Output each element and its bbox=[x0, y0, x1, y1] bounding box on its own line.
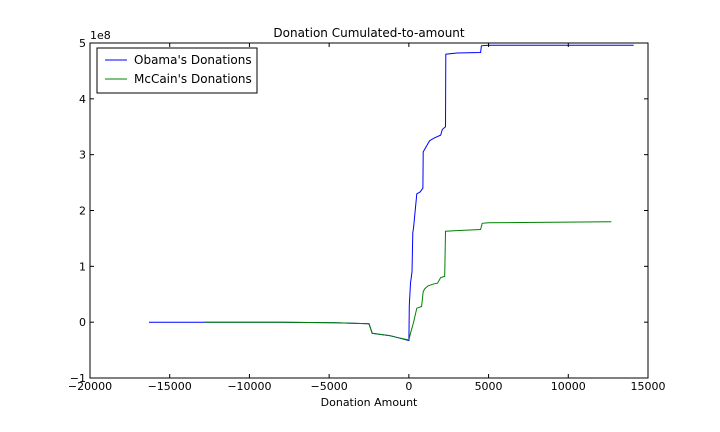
x-tick-label: 0 bbox=[405, 380, 412, 393]
chart-title: Donation Cumulated-to-amount bbox=[273, 26, 465, 40]
x-tick-label: 15000 bbox=[631, 380, 666, 393]
y-tick-label: 5 bbox=[79, 37, 86, 50]
x-tick-label: 10000 bbox=[551, 380, 586, 393]
legend-label-1: McCain's Donations bbox=[134, 72, 252, 86]
y-tick-label: 3 bbox=[79, 149, 86, 162]
x-tick-label: −15000 bbox=[148, 380, 192, 393]
x-tick-label: −10000 bbox=[227, 380, 271, 393]
legend: Obama's Donations McCain's Donations bbox=[96, 47, 258, 94]
series-layer bbox=[149, 44, 634, 342]
y-tick-label: −1 bbox=[70, 372, 86, 385]
series-line-1 bbox=[204, 221, 612, 341]
y-tick-label: 0 bbox=[79, 316, 86, 329]
x-axis-label: Donation Amount bbox=[321, 396, 418, 409]
legend-label-0: Obama's Donations bbox=[134, 53, 252, 67]
y-tick-label: 1 bbox=[79, 260, 86, 273]
y-tick-label: 2 bbox=[79, 205, 86, 218]
x-tick-label: 5000 bbox=[475, 380, 503, 393]
y-scale-label: 1e8 bbox=[90, 29, 111, 42]
ticks-layer: −20000 −15000 −10000 −5000 0 5000 10000 15000 −1… bbox=[68, 37, 666, 393]
x-tick-label: −5000 bbox=[311, 380, 348, 393]
x-tick-label: −20000 bbox=[68, 380, 112, 393]
legend-box bbox=[96, 47, 258, 94]
y-tick-label: 4 bbox=[79, 93, 86, 106]
